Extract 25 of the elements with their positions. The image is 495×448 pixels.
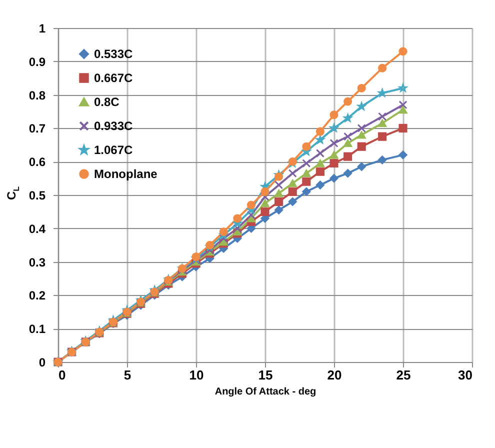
legend-label: 0.667C: [94, 71, 134, 85]
y-tick-label: 0.7: [28, 122, 46, 136]
y-tick-label: 0: [38, 356, 46, 370]
y-tick-label: 0.4: [28, 222, 46, 236]
y-tick-label: 1: [38, 22, 46, 36]
legend-label: Monoplane: [94, 167, 158, 181]
x-tick-label: 15: [258, 368, 273, 382]
y-tick-label: 0.2: [28, 288, 46, 303]
x-tick-label: 20: [327, 368, 342, 382]
x-tick-label: 5: [124, 368, 132, 382]
y-tick-label: 0.8: [28, 88, 46, 102]
x-axis-title: Angle Of Attack - deg: [214, 386, 316, 398]
legend-label: 0.933C: [94, 119, 134, 133]
y-tick-label: 0.3: [28, 255, 46, 270]
y-tick-label: 0.1: [28, 322, 46, 336]
y-tick-label: 0.5: [28, 188, 46, 202]
y-tick-label: 0.9: [28, 54, 46, 69]
y-tick-label: 0.6: [28, 155, 46, 170]
legend-label: 1.067C: [94, 143, 134, 157]
x-tick-label: 30: [458, 368, 472, 382]
x-tick-label: 25: [396, 368, 411, 382]
x-tick-label: 0: [58, 368, 66, 382]
legend-label: 0.8C: [94, 95, 120, 109]
legend-label: 0.533C: [94, 47, 134, 61]
x-tick-label: 10: [189, 368, 204, 382]
